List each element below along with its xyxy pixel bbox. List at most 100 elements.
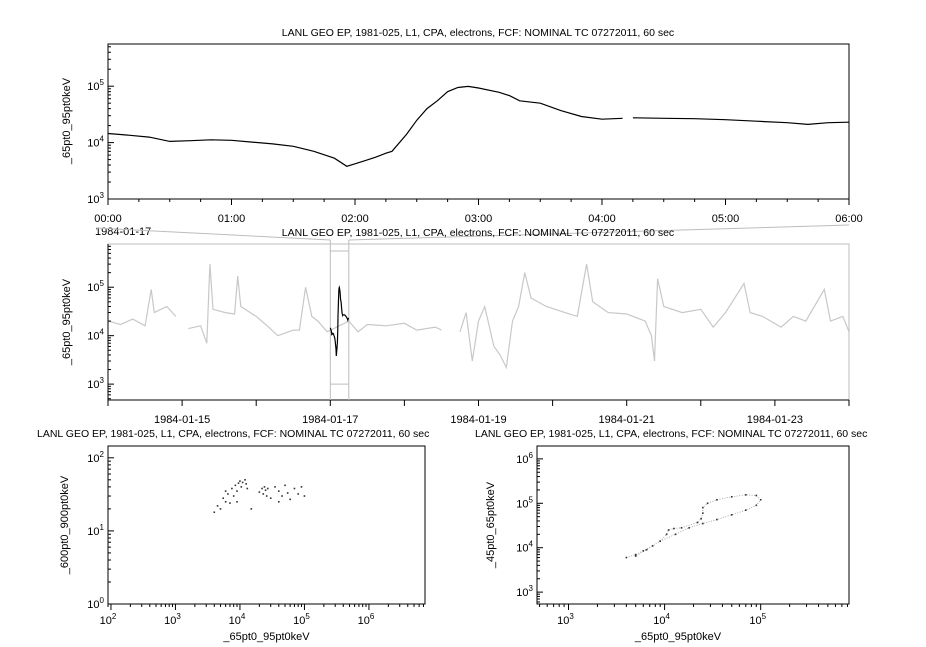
chart-title: LANL GEO EP, 1981-025, L1, CPA, electron… <box>475 428 867 440</box>
y-tick-label: 105 <box>87 78 104 93</box>
series-line-highlight <box>329 285 350 357</box>
scatter-point <box>246 487 249 490</box>
x-tick-label: 1984-01-21 <box>599 414 655 426</box>
y-tick-label: 106 <box>516 451 533 466</box>
y-tick-label: 104 <box>516 540 533 555</box>
scatter-point <box>634 553 637 556</box>
scatter-point <box>680 527 683 529</box>
scatter-point <box>673 527 675 530</box>
scatter-point <box>303 495 306 497</box>
chart-title: LANL GEO EP, 1981-025, L1, CPA, electron… <box>282 227 674 239</box>
scatter-point <box>659 540 662 543</box>
scatter-point <box>702 506 704 509</box>
y-tick-label: 103 <box>87 191 104 206</box>
y-tick-label: 100 <box>87 596 104 611</box>
scatter-point <box>266 487 269 490</box>
scatter-point <box>745 509 747 511</box>
scatter-point <box>224 490 227 492</box>
x-tick-label: 103 <box>557 612 574 627</box>
scatter-point <box>263 486 266 488</box>
scatter-point <box>264 489 267 492</box>
scatter-point <box>651 545 654 547</box>
x-tick-label: 105 <box>293 612 310 627</box>
scatter-point <box>674 533 677 536</box>
x-tick-label: 1984-01-23 <box>747 414 803 426</box>
scatter-point <box>236 501 238 503</box>
scatter-point <box>237 482 240 484</box>
scatter-point <box>239 480 241 482</box>
scatter-point <box>755 494 758 497</box>
scatter-point <box>759 498 762 501</box>
scatter-point <box>213 511 216 514</box>
trajectory-line <box>626 494 762 558</box>
scatter-point <box>716 518 718 521</box>
x-tick-label: 104 <box>229 612 246 627</box>
scatter-point <box>300 486 303 488</box>
scatter-point <box>745 494 747 496</box>
scatter-point <box>667 529 670 531</box>
scatter-point <box>265 495 268 497</box>
series-line-1 <box>107 85 850 167</box>
scatter-point <box>274 486 276 488</box>
plot-frame-1 <box>107 43 850 200</box>
scatter-point <box>642 550 645 552</box>
scatter-point <box>297 493 299 495</box>
scatter-point <box>281 495 283 497</box>
scatter-point <box>216 505 219 507</box>
scatter-point <box>262 493 265 495</box>
scatter-point <box>755 504 758 507</box>
x-tick-label: 1984-01-19 <box>450 414 506 426</box>
y-tick-label: 105 <box>87 279 104 294</box>
scatter-point <box>244 479 246 481</box>
series-line-context <box>107 263 850 370</box>
y-tick-label: 104 <box>87 328 104 343</box>
scatter-point <box>250 508 253 510</box>
scatter-point <box>625 556 628 559</box>
y-axis-label: _45pt0_65pt0keV <box>485 481 497 569</box>
scatter-point <box>240 486 243 488</box>
scatter-point <box>219 508 222 510</box>
scatter-point <box>224 501 227 503</box>
scatter-point <box>231 487 233 490</box>
x-tick-label: 01:00 <box>218 213 246 225</box>
scatter-point <box>241 481 244 484</box>
scatter-point <box>696 521 699 524</box>
scatter-point <box>227 493 229 495</box>
scatter-point <box>688 527 690 529</box>
x-tick-label: 04:00 <box>588 213 616 225</box>
y-tick-label: 103 <box>87 376 104 391</box>
scatter-point <box>293 487 296 490</box>
scatter-point <box>706 502 709 505</box>
zoom-connector-right <box>348 224 850 241</box>
x-tick-label: 06:00 <box>835 213 863 225</box>
scatter-point <box>289 498 291 501</box>
y-tick-label: 105 <box>516 495 533 510</box>
x-tick-label: 103 <box>164 612 181 627</box>
chart-title: LANL GEO EP, 1981-025, L1, CPA, electron… <box>37 428 429 440</box>
scatter-point <box>716 498 718 501</box>
y-tick-label: 104 <box>87 135 104 150</box>
scatter-point <box>645 548 648 551</box>
y-tick-label: 101 <box>87 523 104 538</box>
x-tick-label: 03:00 <box>465 213 493 225</box>
scatter-point <box>222 497 224 500</box>
scatter-point <box>245 483 247 485</box>
x-tick-label: 105 <box>749 612 766 627</box>
scatter-point <box>665 533 668 536</box>
scatter-point <box>730 496 733 498</box>
scatter-point <box>730 514 733 516</box>
scatter-point <box>286 492 289 494</box>
plot-frame-4 <box>536 445 850 605</box>
y-tick-label: 102 <box>87 450 104 465</box>
scatter-point <box>277 490 280 492</box>
date-label: 1984-01-17 <box>95 226 151 238</box>
x-tick-label: 106 <box>358 612 375 627</box>
x-tick-label: 02:00 <box>341 213 369 225</box>
scatter-point <box>234 484 237 487</box>
y-axis-label: _600pt0_900pt0keV <box>59 475 71 575</box>
scatter-point <box>277 501 280 503</box>
plot-frame-3 <box>107 445 426 605</box>
x-tick-label: 1984-01-17 <box>302 414 358 426</box>
scatter-point <box>634 555 637 557</box>
